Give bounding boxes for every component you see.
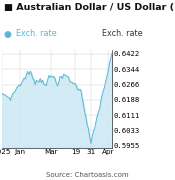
Text: ●: ● bbox=[4, 30, 11, 39]
Text: Exch. rate: Exch. rate bbox=[16, 29, 56, 38]
Text: Source: Chartoasis.com: Source: Chartoasis.com bbox=[46, 172, 129, 178]
Text: ■ Australian Dollar / US Dollar (: ■ Australian Dollar / US Dollar ( bbox=[4, 3, 174, 12]
Text: Exch. rate: Exch. rate bbox=[102, 29, 142, 38]
